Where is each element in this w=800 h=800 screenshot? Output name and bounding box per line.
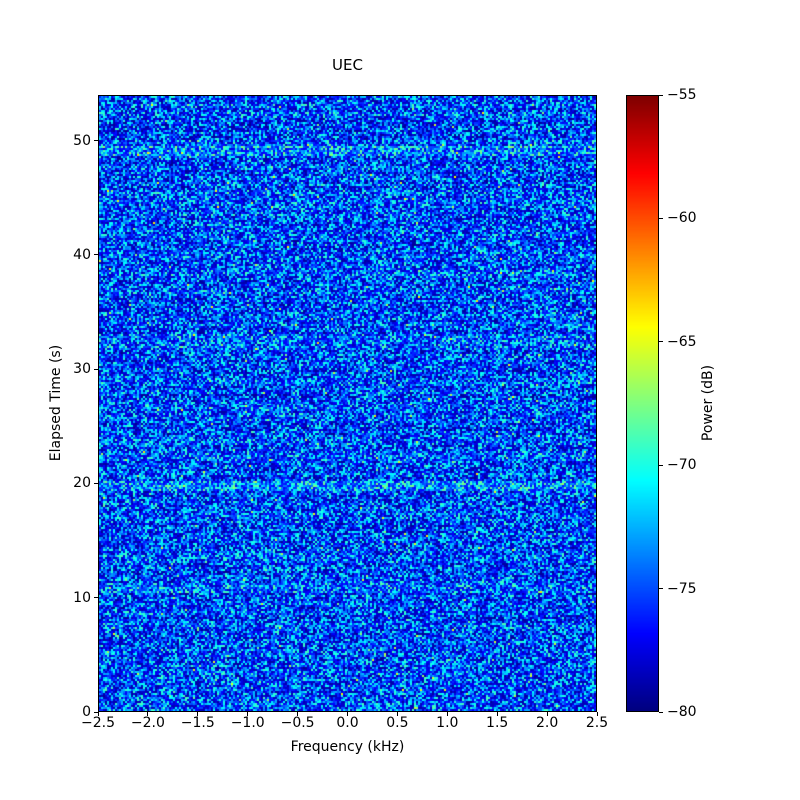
x-tick-mark xyxy=(297,712,299,716)
x-tick-label: −1.0 xyxy=(230,715,265,731)
colorbar-tick-mark xyxy=(659,588,663,590)
colorbar-tick-mark xyxy=(659,341,663,343)
colorbar-tick-label: −80 xyxy=(667,704,697,720)
y-tick-mark xyxy=(94,368,98,370)
y-tick-label: 50 xyxy=(73,132,91,149)
spectrogram-heatmap-canvas xyxy=(99,96,596,711)
x-tick-label: −2.5 xyxy=(81,715,115,731)
colorbar xyxy=(626,95,659,712)
y-tick-mark xyxy=(94,254,98,256)
y-tick-label: 30 xyxy=(73,361,91,378)
y-tick-label: 10 xyxy=(73,589,91,606)
colorbar-gradient-canvas xyxy=(627,96,658,711)
colorbar-tick-label: −70 xyxy=(667,457,697,474)
title-line-main: UEC xyxy=(332,56,363,74)
x-tick-label: 0.5 xyxy=(386,715,409,731)
y-tick-mark xyxy=(94,140,98,142)
x-tick-label: 2.5 xyxy=(585,715,609,731)
x-tick-label: 1.5 xyxy=(486,715,509,731)
x-tick-label: 2.0 xyxy=(535,715,559,731)
x-tick-mark xyxy=(347,712,348,716)
y-tick-mark xyxy=(94,597,98,599)
y-tick-label: 0 xyxy=(82,704,91,720)
x-axis-label: Frequency (kHz) xyxy=(290,739,405,755)
x-tick-label: −2.0 xyxy=(130,715,165,731)
x-tick-mark xyxy=(147,712,149,716)
x-tick-mark xyxy=(496,712,498,716)
colorbar-tick-mark xyxy=(659,94,663,96)
colorbar-tick-label: −60 xyxy=(667,210,697,227)
y-tick-label: 40 xyxy=(73,246,91,263)
x-tick-mark xyxy=(97,712,99,716)
colorbar-tick-mark xyxy=(659,217,663,219)
x-tick-label: −1.5 xyxy=(180,715,215,731)
y-tick-mark xyxy=(94,482,98,484)
x-tick-mark xyxy=(247,712,249,716)
spectrogram-plot-area xyxy=(98,95,597,712)
colorbar-tick-label: −75 xyxy=(667,580,697,597)
x-tick-label: 0.0 xyxy=(336,715,359,731)
colorbar-tick-label: −65 xyxy=(667,333,697,350)
x-tick-mark xyxy=(546,712,548,716)
x-tick-label: 1.0 xyxy=(436,715,459,731)
x-tick-mark xyxy=(446,712,448,716)
x-tick-mark xyxy=(396,712,398,716)
y-tick-label: 20 xyxy=(73,475,91,492)
x-tick-mark xyxy=(197,712,199,716)
colorbar-tick-label: −55 xyxy=(667,87,697,103)
y-tick-mark xyxy=(94,711,98,713)
x-tick-mark xyxy=(596,712,598,716)
colorbar-label: Power (dB) xyxy=(700,364,716,442)
y-axis-label: Elapsed Time (s) xyxy=(48,344,64,462)
colorbar-tick-mark xyxy=(659,711,663,713)
colorbar-tick-mark xyxy=(659,464,663,466)
x-tick-label: −0.5 xyxy=(280,715,315,731)
